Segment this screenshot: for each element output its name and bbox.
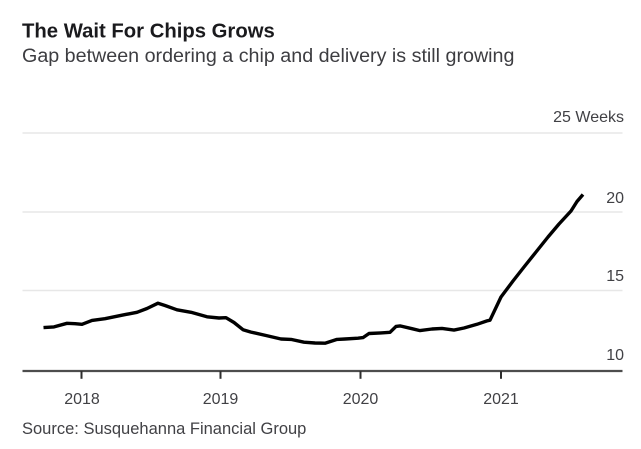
- svg-text:20: 20: [606, 190, 624, 207]
- svg-text:Gap between ordering a chip an: Gap between ordering a chip and delivery…: [22, 45, 514, 67]
- svg-text:15: 15: [606, 268, 624, 285]
- svg-text:25 Weeks: 25 Weeks: [553, 109, 624, 126]
- svg-text:2021: 2021: [483, 391, 519, 408]
- svg-text:Source: Susquehanna Financial: Source: Susquehanna Financial Group: [22, 420, 306, 438]
- svg-text:2020: 2020: [343, 391, 379, 408]
- svg-text:10: 10: [606, 347, 624, 364]
- svg-text:2018: 2018: [64, 391, 100, 408]
- svg-text:The Wait For Chips Grows: The Wait For Chips Grows: [22, 21, 275, 43]
- svg-text:2019: 2019: [203, 391, 239, 408]
